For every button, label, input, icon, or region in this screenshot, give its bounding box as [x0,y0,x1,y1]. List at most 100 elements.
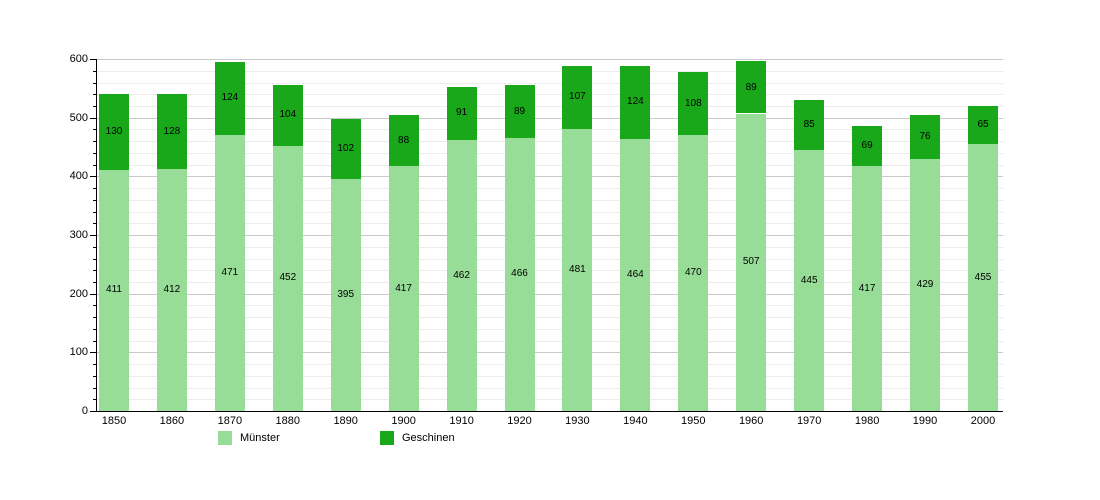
bar-1900-munster [388,166,419,411]
y-tick-minor [93,211,97,213]
x-axis-tick-label: 1970 [796,415,822,427]
bar-2000-geschinen [968,105,998,144]
bar-1890-munster [330,179,361,411]
gridline-minor [97,375,1003,377]
bar-1880-munster [272,145,303,411]
y-tick-major [90,176,97,178]
gridline-major [97,235,1003,236]
y-axis-tick-label: 600 [69,53,88,65]
y-tick-major [90,59,97,60]
bar-1940-munster [620,138,651,411]
bar-value-munster-2000: 455 [974,271,992,283]
x-axis-tick-label: 1890 [333,415,358,427]
bar-value-munster-1890: 395 [337,289,355,301]
y-tick-major [90,352,97,354]
bar-2000-munster [968,144,998,411]
bar-1860-munster [156,169,187,411]
x-axis-tick-label: 1880 [275,415,301,427]
bar-1970-geschinen [794,100,825,150]
x-axis-tick-label: 2000 [970,415,996,427]
gridline-minor [97,317,1003,319]
y-tick-minor [93,387,97,389]
legend-swatch-geschinen [380,431,394,445]
y-tick-minor [93,129,97,131]
legend-label-geschinen: Geschinen [402,432,455,444]
gridline-minor [97,199,1003,201]
gridline-minor [97,364,1003,366]
bar-1890-geschinen [330,119,361,180]
bar-value-munster-1960: 507 [742,256,760,268]
x-axis-tick-label: 1860 [159,415,185,427]
bar-value-munster-1880: 452 [279,272,297,284]
gridline-minor [97,281,1003,283]
bar-1990-geschinen [910,114,940,160]
gridline-major [97,117,1003,119]
y-tick-minor [93,246,97,248]
gridline-minor [97,129,1003,131]
bar-value-geschinen-1880: 104 [279,109,297,121]
gridline-minor [97,82,1003,84]
x-axis-line [96,411,1003,412]
y-tick-minor [93,82,97,84]
y-tick-minor [93,270,97,272]
y-axis-tick-label: 0 [81,405,88,417]
gridline-minor [97,340,1003,342]
bar-value-munster-1910: 462 [453,269,470,281]
bar-value-geschinen-1920: 89 [513,105,526,117]
y-axis-tick-label: 200 [69,287,88,300]
y-tick-minor [93,152,97,154]
x-axis-tick-label: 1940 [623,415,648,427]
y-tick-minor [93,328,97,330]
bar-value-geschinen-1850: 130 [105,125,123,137]
legend-swatch-munster [218,431,232,445]
bar-value-munster-1930: 481 [569,263,586,275]
bar-1950-geschinen [678,71,709,136]
gridline-major [97,176,1003,178]
x-axis-tick-label: 1920 [507,415,532,427]
y-tick-minor [93,258,97,260]
y-tick-major [90,235,97,236]
y-tick-minor [93,399,97,401]
y-tick-minor [93,223,97,225]
bar-1920-munster [504,137,535,411]
y-tick-minor [93,188,97,190]
gridline-major [97,293,1003,295]
y-axis-tick-label: 400 [69,170,88,183]
bar-1850-munster [99,169,129,411]
bar-value-geschinen-2000: 65 [977,119,989,130]
bar-1870-geschinen [214,61,245,135]
bar-1880-geschinen [272,84,303,146]
gridline-minor [97,305,1003,307]
gridline-minor [97,211,1003,213]
gridline-minor [97,152,1003,154]
bar-value-geschinen-1950: 108 [684,97,702,109]
bar-1960-munster [736,113,767,411]
bar-1860-geschinen [156,94,187,170]
bar-1910-munster [446,140,477,411]
bar-1930-geschinen [562,66,593,129]
y-axis-tick-label: 100 [69,346,88,359]
gridline-minor [97,70,1003,72]
gridline-minor [97,164,1003,166]
x-axis-tick-label: 1850 [101,415,127,427]
bar-1960-geschinen [736,61,767,114]
bar-1970-munster [794,149,825,411]
y-axis-line [96,59,97,412]
gridline-minor [97,270,1003,272]
bar-value-geschinen-1890: 102 [337,143,355,155]
bar-value-munster-1940: 464 [627,268,644,280]
bar-value-geschinen-1990: 76 [919,131,931,142]
y-axis-tick-label: 300 [69,229,88,241]
bar-1870-munster [214,134,245,411]
bar-value-geschinen-1960: 89 [745,81,757,93]
y-tick-minor [93,141,97,143]
x-axis-tick-label: 1950 [681,415,706,427]
x-axis-tick-label: 1900 [391,415,416,427]
y-tick-minor [93,199,97,201]
gridline-minor [97,258,1003,260]
bar-value-munster-1980: 417 [858,282,876,294]
gridline-major [97,59,1003,60]
gridline-minor [97,188,1003,190]
bar-1990-munster [910,159,940,411]
